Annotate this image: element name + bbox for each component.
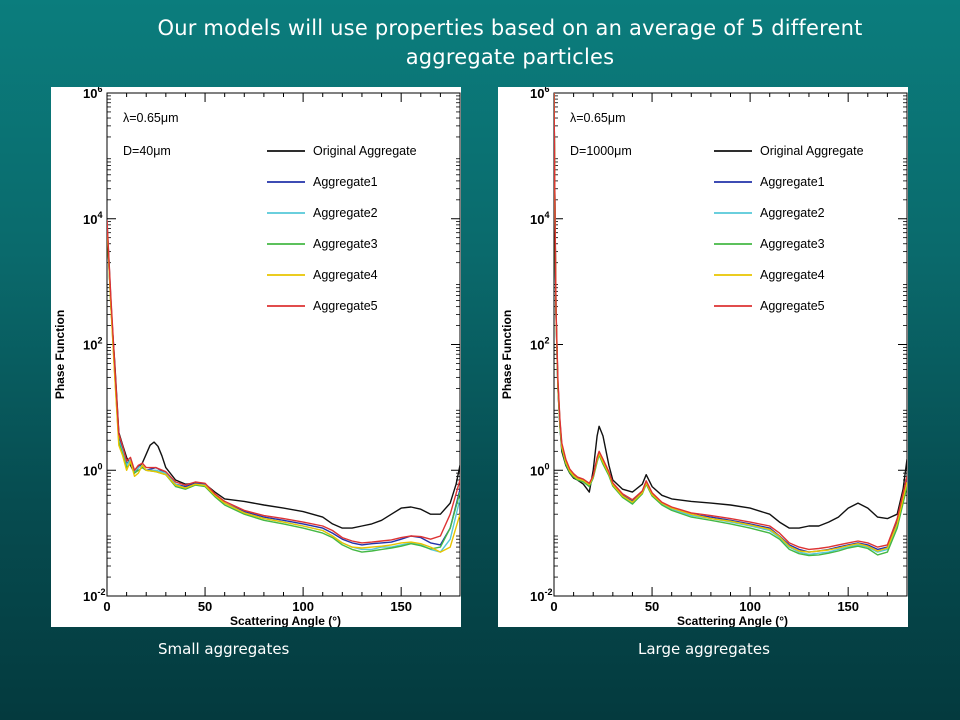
y-tick-label: 10-2 [530, 587, 552, 604]
series-line [107, 224, 460, 553]
series-line [554, 93, 907, 553]
x-tick-label: 150 [390, 599, 412, 614]
chart-small-aggregates: 10-2 100 102 104 106 0 50 100 150 Scattering Angl… [53, 87, 461, 627]
legend-entry: Aggregate2 [313, 206, 378, 220]
series-line [554, 93, 907, 551]
legend-entry: Aggregate5 [760, 299, 825, 313]
x-tick-label: 150 [837, 599, 859, 614]
x-tick-label: 0 [550, 599, 557, 614]
series-line [554, 93, 907, 557]
series-line [107, 220, 460, 544]
x-tick-label: 100 [292, 599, 314, 614]
slide-title: Our models will use properties based on … [157, 16, 863, 69]
legend-entry: Original Aggregate [313, 144, 417, 158]
caption-small-aggregates: Small aggregates [158, 640, 290, 658]
y-tick-label: 104 [83, 210, 102, 227]
y-tick-label: 102 [530, 336, 549, 353]
annotation: D=1000μm [570, 144, 632, 158]
series-line [554, 93, 907, 555]
legend-entry: Aggregate4 [760, 268, 825, 282]
y-tick-label: 102 [83, 336, 102, 353]
y-tick-label: 10-2 [83, 587, 105, 604]
x-tick-label: 50 [198, 599, 212, 614]
legend-entry: Aggregate2 [760, 206, 825, 220]
legend-entry: Original Aggregate [760, 144, 864, 158]
y-axis-label: Phase Function [500, 310, 514, 399]
legend-entry: Aggregate1 [313, 175, 378, 189]
annotation: λ=0.65μm [123, 111, 179, 125]
series-line [107, 221, 460, 553]
chart-large-aggregates: 10-2 100 102 104 106 0 50 100 150 Scattering Angl… [500, 87, 908, 627]
series-line [554, 93, 907, 529]
y-tick-label: 106 [530, 87, 549, 101]
x-axis-label: Scattering Angle (°) [230, 614, 341, 627]
y-tick-label: 104 [530, 210, 549, 227]
x-axis-label: Scattering Angle (°) [677, 614, 788, 627]
x-tick-label: 50 [645, 599, 659, 614]
legend-entry: Aggregate3 [313, 237, 378, 251]
chart-panel-small: 10-2 100 102 104 106 0 50 100 150 Scattering Angl… [51, 87, 461, 627]
legend-entry: Aggregate1 [760, 175, 825, 189]
annotation: D=40μm [123, 144, 171, 158]
y-tick-label: 106 [83, 87, 102, 101]
series-line [107, 221, 460, 546]
legend-entry: Aggregate5 [313, 299, 378, 313]
x-tick-label: 0 [103, 599, 110, 614]
chart-panel-large: 10-2 100 102 104 106 0 50 100 150 Scattering Angl… [498, 87, 908, 627]
x-tick-label: 100 [739, 599, 761, 614]
y-axis-label: Phase Function [53, 310, 67, 399]
series-line [107, 223, 460, 553]
caption-large-aggregates: Large aggregates [638, 640, 770, 658]
annotation: λ=0.65μm [570, 111, 626, 125]
y-tick-label: 100 [530, 461, 549, 478]
legend-entry: Aggregate4 [313, 268, 378, 282]
series-line [107, 224, 460, 529]
series-line [554, 93, 907, 553]
legend-entry: Aggregate3 [760, 237, 825, 251]
y-tick-label: 100 [83, 461, 102, 478]
